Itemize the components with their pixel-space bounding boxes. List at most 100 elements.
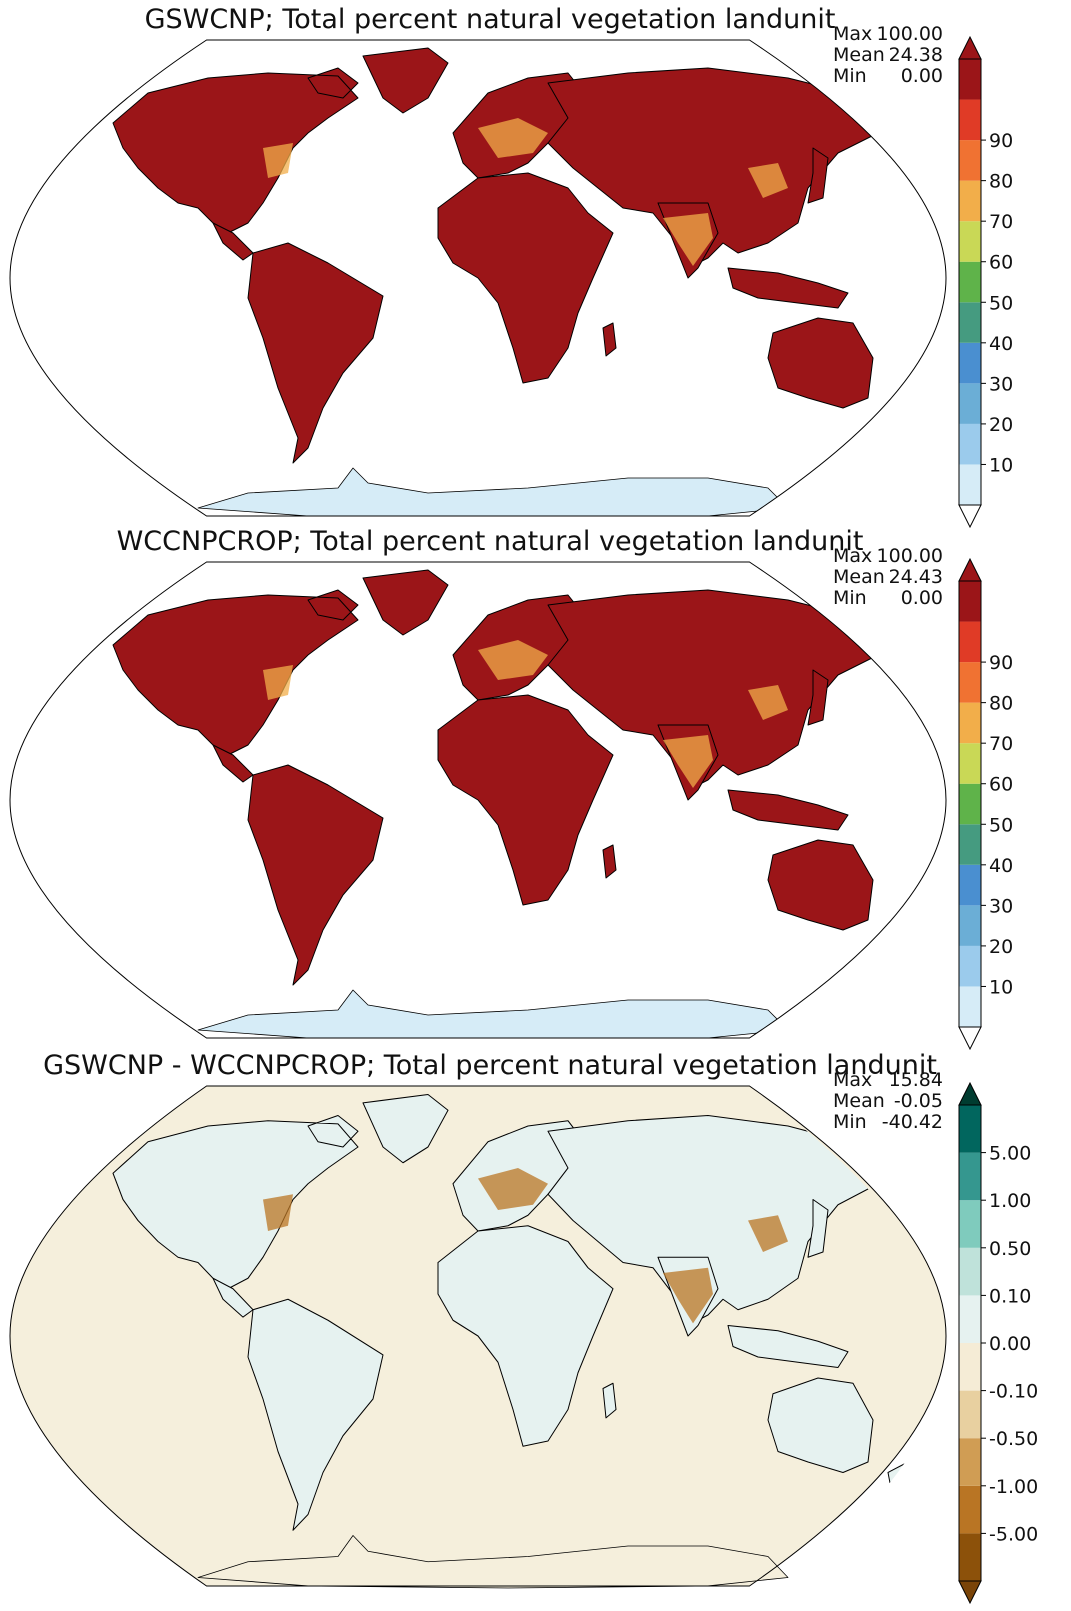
colorbar-tick-label: -5.00	[989, 1523, 1038, 1545]
antarctica-landmass	[197, 1535, 789, 1589]
colorbar-tick-label: 10	[989, 976, 1013, 998]
antarctica-landmass	[197, 467, 789, 516]
hotspot-india	[663, 1267, 713, 1324]
colorbar-tick-label: 80	[989, 693, 1013, 715]
colorbar-swatch	[959, 59, 981, 100]
stat-mean-value: -0.05	[893, 1090, 943, 1112]
world-map	[9, 39, 947, 517]
colorbar-tick-label: 60	[989, 774, 1013, 796]
stat-mean-label: Mean	[833, 44, 885, 66]
stat-min-label: Min	[833, 65, 867, 87]
australia-landmass	[767, 839, 874, 931]
panel-title: GSWCNP - WCCNPCROP; Total percent natura…	[43, 1050, 937, 1081]
hotspot-europe	[478, 1168, 548, 1210]
colorbar-swatch	[959, 1390, 981, 1439]
hotspot-us-east	[263, 1194, 293, 1231]
panel-title: WCCNPCROP; Total percent natural vegetat…	[116, 526, 864, 557]
hotspot-china	[748, 163, 788, 198]
colorbar-extend-high	[958, 557, 982, 582]
colorbar-tick-label: 70	[989, 733, 1013, 755]
map-boundary	[9, 561, 947, 1039]
land-layer	[112, 569, 914, 1038]
hotspot-europe	[478, 640, 548, 680]
map-boundary	[9, 1085, 947, 1587]
colorbar-tick-label: 5.00	[989, 1143, 1031, 1165]
map-panel-3: GSWCNP - WCCNPCROP; Total percent natura…	[0, 1046, 1071, 1606]
colorbar-tick-label: -1.00	[989, 1476, 1038, 1498]
colorbar-extend-high	[958, 1081, 982, 1106]
colorbar-swatch	[959, 261, 981, 303]
colorbar-extend-high	[958, 35, 982, 60]
colorbar-swatch	[959, 905, 981, 946]
south-america-landmass	[247, 764, 384, 986]
panel-title: GSWCNP; Total percent natural vegetation…	[144, 4, 836, 35]
colorbar-swatch	[959, 1152, 981, 1201]
colorbar-tick-label: 70	[989, 211, 1013, 233]
stat-min-value: -40.42	[881, 1111, 943, 1133]
colorbar-swatch	[959, 986, 981, 1027]
colorbar-swatch	[959, 180, 981, 222]
colorbar-tick-label: 30	[989, 373, 1013, 395]
colorbar-swatch	[959, 221, 981, 262]
colorbar-tick-label: 10	[989, 454, 1013, 476]
colorbar-swatch	[959, 824, 981, 865]
africa-landmass	[437, 694, 614, 906]
colorbar-tick-label: 1.00	[989, 1190, 1031, 1212]
colorbar-swatch	[959, 140, 981, 181]
japan-landmass	[807, 147, 829, 204]
colorbar-swatch	[959, 621, 981, 663]
stat-mean-label: Mean	[833, 1090, 885, 1112]
stats-box: Max 15.84 Mean -0.05 Min -40.42	[833, 1070, 943, 1133]
colorbar-tick-label: 30	[989, 895, 1013, 917]
colorbar-frame	[958, 58, 982, 506]
stat-min-value: 0.00	[900, 587, 943, 609]
greenland-landmass	[362, 569, 449, 636]
antarctica-landmass	[197, 989, 789, 1038]
new-zealand-landmass	[887, 1461, 914, 1500]
stat-max-value: 100.00	[876, 545, 943, 567]
map-panel-2: WCCNPCROP; Total percent natural vegetat…	[0, 522, 1071, 1051]
colorbar-swatch	[959, 1533, 981, 1581]
stat-max-label: Max	[833, 23, 873, 45]
world-map	[9, 1085, 947, 1589]
australia-landmass	[767, 1377, 874, 1474]
stat-mean-label: Mean	[833, 566, 885, 588]
colorbar-swatch	[959, 302, 981, 343]
land-layer	[112, 1093, 914, 1589]
map-panel-1: GSWCNP; Total percent natural vegetation…	[0, 0, 1071, 529]
australia-landmass	[767, 317, 874, 409]
colorbar-tick-label: 90	[989, 130, 1013, 152]
colorbar-swatch	[959, 581, 981, 622]
se-asia-islands-landmass	[727, 1324, 849, 1369]
south-america-landmass	[247, 1298, 384, 1531]
colorbar-tick-label: 50	[989, 292, 1013, 314]
africa-landmass	[437, 1225, 614, 1447]
colorbar-swatch	[959, 1295, 981, 1343]
north-america-landmass	[112, 1114, 359, 1290]
north-america-landmass	[112, 589, 359, 756]
colorbar-frame	[958, 580, 982, 1028]
hotspot-us-east	[263, 665, 293, 700]
stat-max-value: 15.84	[888, 1069, 943, 1091]
stat-mean-value: 24.43	[888, 566, 943, 588]
colorbar-tick-label: 40	[989, 333, 1013, 355]
hotspot-china	[748, 1215, 788, 1252]
colorbar-swatch	[959, 464, 981, 505]
map-boundary	[9, 39, 947, 517]
colorbar-tick-label: 90	[989, 652, 1013, 674]
colorbar-swatch	[959, 1485, 981, 1534]
stats-box: Max 100.00 Mean 24.38 Min 0.00	[833, 24, 943, 87]
colorbar-tick-label: 50	[989, 814, 1013, 836]
hotspot-india	[663, 213, 713, 266]
hotspot-india	[663, 735, 713, 788]
madagascar-landmass	[602, 844, 617, 879]
colorbar-swatch	[959, 1343, 981, 1391]
colorbar-tick-label: -0.10	[989, 1381, 1038, 1403]
greenland-landmass	[362, 1093, 449, 1164]
colorbar-swatch	[959, 1105, 981, 1153]
central-america-landmass	[212, 744, 254, 783]
central-america-landmass	[212, 1277, 254, 1318]
se-asia-islands-landmass	[727, 789, 849, 831]
colorbar-swatch	[959, 783, 981, 825]
japan-landmass	[807, 1198, 829, 1258]
